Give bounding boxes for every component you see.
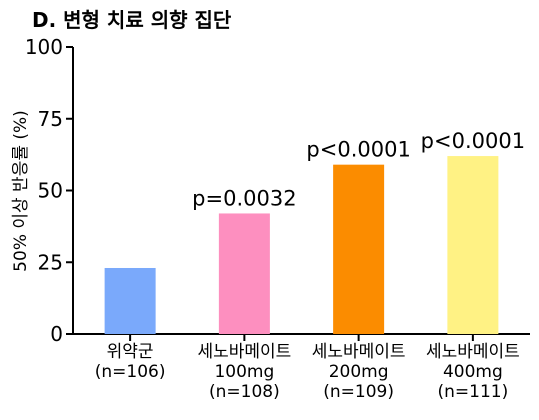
bar-p-value-label: p=0.0032: [192, 186, 296, 210]
chart-title: D. 변형 치료 의향 집단: [32, 8, 232, 32]
x-category-label: 세노바메이트 100mg (n=108): [197, 342, 291, 402]
bar: [104, 267, 156, 334]
bar-labels: p=0.0032 p<0.0001 p<0.0001: [192, 129, 525, 210]
bar: [333, 164, 385, 334]
bar-p-value-label: p<0.0001: [306, 138, 410, 162]
y-tick-label: 100: [25, 35, 63, 59]
bar-p-value-label: p<0.0001: [421, 129, 525, 153]
x-category-label-line: (n=108): [209, 382, 280, 402]
y-tick-label: 25: [38, 250, 63, 274]
x-category-label: 세노바메이트 400mg (n=111): [426, 342, 520, 402]
x-category-label-line: (n=106): [95, 362, 166, 382]
bars: [104, 156, 499, 334]
y-tick-label: 0: [50, 322, 63, 346]
x-category-label-line: 세노바메이트: [312, 342, 406, 362]
x-category-label-line: 100mg: [214, 362, 274, 382]
category-labels: 위약군 (n=106)세노바메이트 100mg (n=108)세노바메이트 200mg(…: [95, 342, 520, 402]
x-category-label-line: 200mg: [329, 362, 389, 382]
x-category-label-line: 세노바메이트: [197, 342, 291, 362]
bar: [218, 213, 270, 334]
y-axis-label: 50% 이상 반응률 (%): [11, 110, 31, 272]
x-category-label-line: 위약군: [107, 342, 154, 362]
x-category-label-line: (n=109): [323, 382, 394, 402]
x-category-label-line: (n=111): [438, 382, 509, 402]
x-category-label-line: 400mg: [443, 362, 503, 382]
x-category-label: 위약군 (n=106): [95, 342, 166, 382]
y-tick-label: 75: [38, 107, 63, 131]
x-category-label: 세노바메이트 200mg (n=109): [312, 342, 406, 402]
x-category-label-line: 세노바메이트: [426, 342, 520, 362]
bar: [447, 156, 499, 334]
y-tick-label: 50: [38, 179, 63, 203]
